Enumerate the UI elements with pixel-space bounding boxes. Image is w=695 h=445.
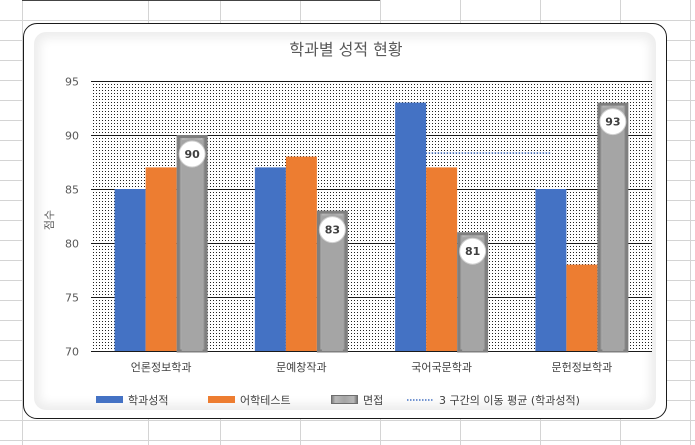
y-tick-label: 70: [65, 346, 79, 359]
data-label: 83: [325, 224, 340, 237]
bar-language-test: [285, 156, 317, 351]
bar-department-grade: [114, 189, 146, 351]
y-tick-label: 80: [65, 238, 79, 251]
bar-interview-face: [602, 107, 624, 351]
data-label-bubble: [318, 216, 346, 244]
bar-department-grade: [535, 189, 567, 351]
data-label: 81: [465, 245, 480, 258]
legend-entry-label: 3 구간의 이동 평균 (학과성적): [439, 394, 580, 407]
bar-department-grade: [395, 102, 427, 351]
chart-canvas: 학과별 성적 현황 점수 70 75 80 85 90 95 90 83 81 93 언론정보학…: [43, 40, 652, 407]
data-label: 90: [184, 148, 200, 161]
legend-entry-label: 학과성적: [128, 394, 168, 407]
y-tick-label: 75: [65, 292, 79, 305]
legend-entry-label: 어학테스트: [240, 394, 291, 407]
chart-object[interactable]: 학과별 성적 현황 점수 70 75 80 85 90 95 90 83 81 93 언론정보학…: [23, 23, 667, 419]
data-label-bubble: [599, 108, 627, 136]
x-tick-label: 문예창작과: [276, 361, 327, 374]
chart-title: 학과별 성적 현황: [289, 40, 402, 59]
x-tick-label: 문헌정보학과: [552, 361, 613, 374]
bar-language-test: [426, 167, 458, 351]
y-tick-label: 90: [65, 130, 79, 143]
x-tick-label: 언론정보학과: [131, 361, 192, 374]
legend-swatch: [331, 395, 358, 404]
bar-interview-face: [321, 215, 343, 351]
bars: [114, 102, 629, 353]
legend-entry-label: 면접: [363, 394, 383, 407]
legend: 학과성적 어학테스트 면접 3 구간의 이동 평균 (학과성적): [96, 394, 580, 407]
y-axis-title: 점수: [43, 210, 56, 230]
data-label-bubble: [459, 237, 487, 265]
bar-language-test: [145, 167, 177, 351]
category-axis-labels: 언론정보학과 문예창작과 국어국문학과 문헌정보학과: [131, 361, 612, 374]
bar-interview-face: [462, 237, 484, 351]
legend-swatch: [96, 396, 123, 403]
bar-interview-face: [181, 140, 203, 351]
y-tick-label: 95: [65, 76, 79, 89]
data-labels: 90 83 81 93: [178, 108, 627, 265]
y-axis-ticks: 70 75 80 85 90 95: [65, 76, 79, 359]
bar-department-grade: [254, 167, 286, 351]
data-label: 93: [605, 116, 620, 129]
x-tick-label: 국어국문학과: [411, 361, 472, 374]
data-label-bubble: [178, 140, 206, 168]
y-tick-label: 85: [65, 184, 79, 197]
bar-language-test: [566, 264, 598, 351]
legend-swatch: [208, 396, 235, 403]
